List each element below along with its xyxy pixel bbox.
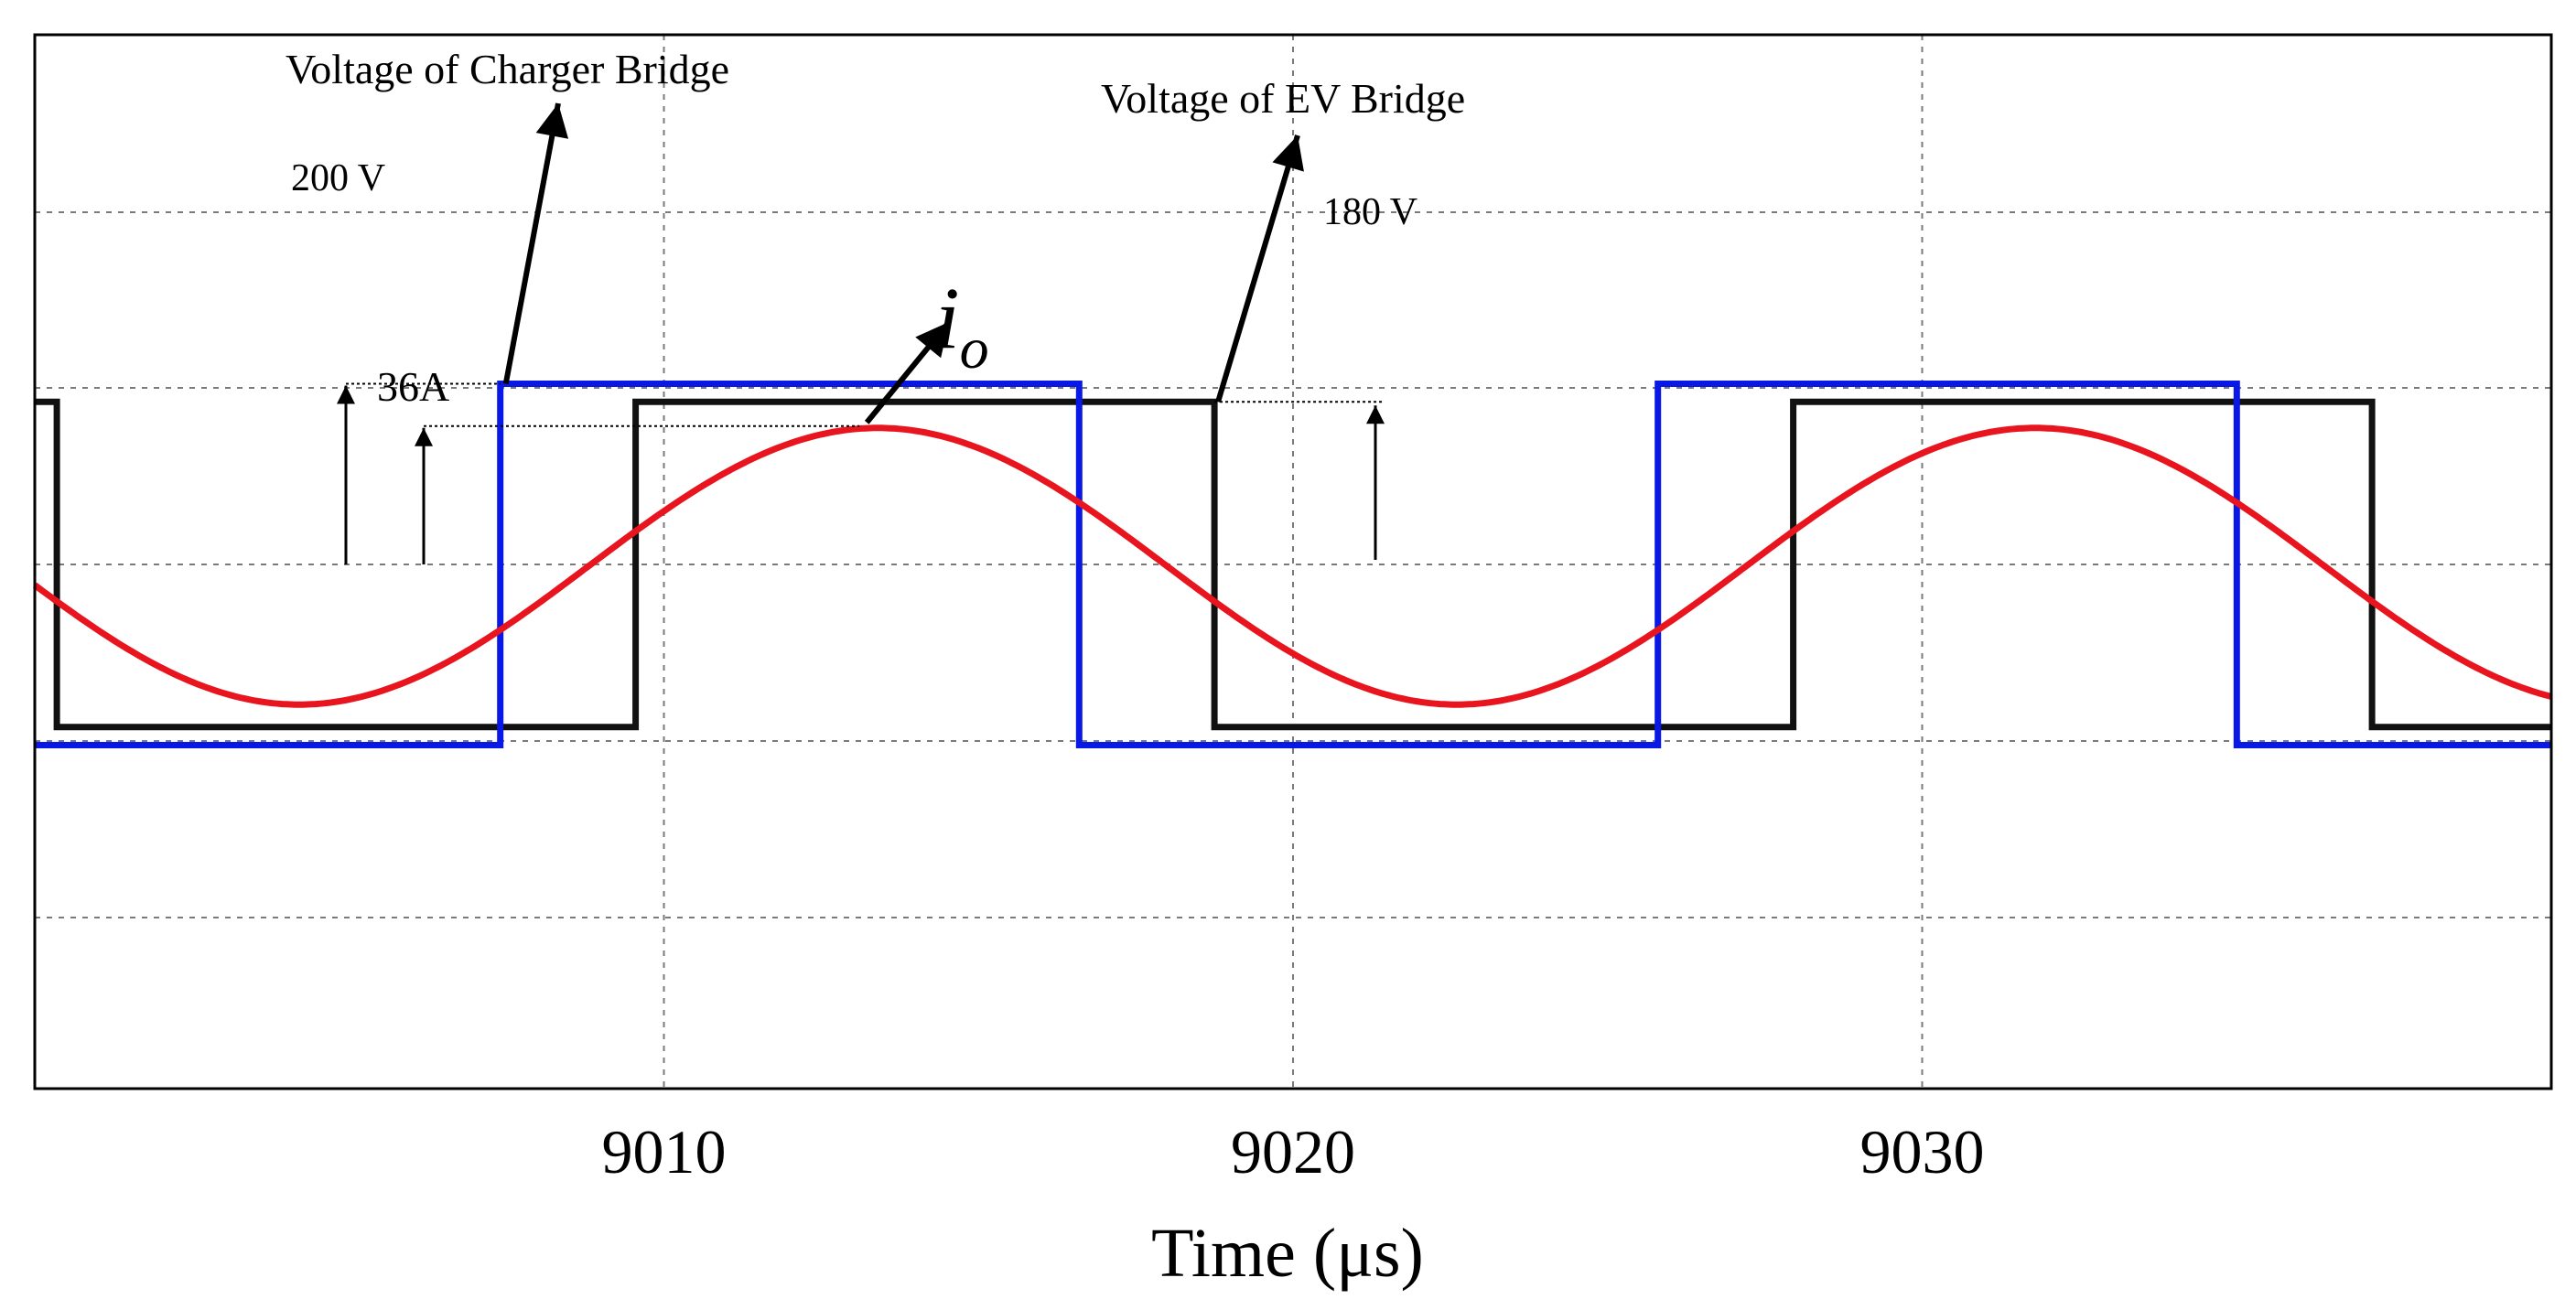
grid xyxy=(35,35,2551,1089)
io-label-subscript: o xyxy=(960,316,989,381)
plot-frame xyxy=(33,33,2553,1090)
label-180v: 180 V xyxy=(1323,191,1417,233)
series-layer xyxy=(32,381,2552,748)
series-ev-bridge-voltage xyxy=(35,398,2551,731)
ev-bridge-label: Voltage of EV Bridge xyxy=(1101,75,1465,122)
label-200v: 200 V xyxy=(291,157,385,199)
series-charger-bridge-voltage xyxy=(35,381,2551,748)
x-tick-label: 9020 xyxy=(1231,1117,1355,1187)
arrow-200v-head xyxy=(337,385,355,404)
arrow-ev-label-head xyxy=(1272,135,1304,172)
arrow-36a-head xyxy=(415,427,433,446)
arrow-180v-head xyxy=(1366,405,1385,424)
x-tick-label: 9030 xyxy=(1860,1117,1985,1187)
label-36a: 36A xyxy=(377,363,449,410)
series-output-current xyxy=(32,424,2552,708)
arrow-io-label-head xyxy=(915,322,949,359)
charger-bridge-label: Voltage of Charger Bridge xyxy=(286,46,729,92)
arrow-ev-label-shaft xyxy=(1215,134,1300,403)
arrow-charger-label-head xyxy=(535,103,569,139)
x-axis-title: Time (μs) xyxy=(1151,1215,1424,1292)
arrow-charger-label-shaft xyxy=(502,102,561,385)
x-ticks: 9010 9020 9030 xyxy=(602,1117,1985,1187)
io-label-base: i xyxy=(935,269,960,367)
guide-layer xyxy=(337,102,1385,564)
io-label: io xyxy=(935,269,989,381)
x-tick-label: 9010 xyxy=(602,1117,727,1187)
